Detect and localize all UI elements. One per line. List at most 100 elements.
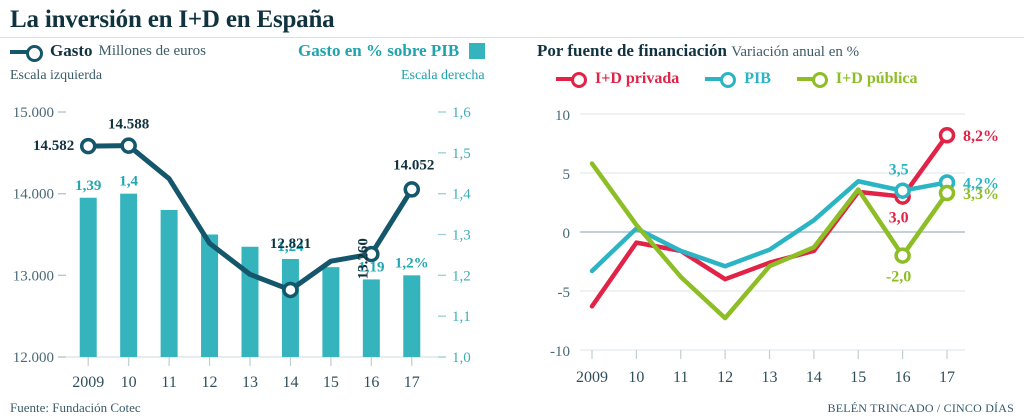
legend-fuentes: I+D privada PIB I+D pública bbox=[556, 70, 918, 88]
bar-value-label: 1,2% bbox=[395, 255, 429, 271]
legend-label-pib: PIB bbox=[744, 70, 771, 87]
legend-gasto-pib-label: Gasto en % sobre PIB bbox=[298, 41, 460, 60]
gasto-point bbox=[120, 137, 137, 154]
series-point bbox=[894, 182, 911, 199]
xtick-label: 11 bbox=[161, 374, 176, 391]
xtick-label: 14 bbox=[282, 374, 298, 391]
chart-gasto-pib-canvas: 12.000 13.000 14.000 15.000 1,0 1,1 1,2 1,3 1,4 1… bbox=[13, 105, 472, 391]
series-point bbox=[938, 184, 956, 202]
publica-2016-label: -2,0 bbox=[886, 269, 911, 286]
line-marker-icon-privada bbox=[556, 71, 588, 88]
bar bbox=[79, 197, 97, 357]
ytick-label-left: 15.000 bbox=[13, 105, 54, 121]
gasto-value-label: 12.821 bbox=[270, 236, 311, 252]
gasto-point bbox=[282, 281, 299, 299]
series-end-label: 4,2% bbox=[963, 175, 999, 192]
legend-label-privada: I+D privada bbox=[595, 70, 680, 87]
xtick-label: 13 bbox=[242, 374, 258, 391]
ytick-label: 5 bbox=[563, 167, 571, 183]
legend-label-publica: I+D pública bbox=[835, 70, 918, 87]
xtick-label: 14 bbox=[806, 369, 822, 386]
ytick-label-right: 1,2 bbox=[452, 268, 471, 284]
ytick-label: 0 bbox=[563, 226, 571, 242]
xtick-label: 15 bbox=[323, 374, 339, 391]
chart-por-fuente-canvas: -10 -5 0 5 10 2009 10 11 12 13 14 15 16 17 3,5 3,0 -2,0 8… bbox=[550, 108, 999, 386]
ytick-label-right: 1,3 bbox=[452, 228, 471, 244]
xtick-label: 2009 bbox=[576, 369, 608, 386]
gasto-value-label: 14.588 bbox=[108, 117, 149, 133]
series-line bbox=[589, 161, 950, 321]
bar bbox=[403, 275, 421, 357]
xtick-label: 12 bbox=[717, 369, 733, 386]
legend-item-pib: PIB bbox=[705, 70, 771, 88]
footer-credit: BELÉN TRINCADO / CINCO DÍAS bbox=[827, 401, 1014, 415]
line-marker-icon bbox=[10, 43, 44, 62]
ytick-label: -10 bbox=[550, 344, 570, 360]
ytick-label-left: 12.000 bbox=[13, 350, 54, 366]
gasto-point bbox=[79, 137, 97, 155]
xtick-label: 12 bbox=[202, 374, 218, 391]
series-point bbox=[894, 247, 911, 264]
series-end-label: 8,2% bbox=[963, 128, 999, 145]
bar bbox=[201, 234, 219, 357]
legend-item-privada: I+D privada bbox=[556, 70, 679, 88]
page-title: La inversión en I+D en España bbox=[10, 6, 335, 33]
gasto-line bbox=[85, 143, 415, 293]
bar bbox=[241, 246, 259, 357]
xtick-label: 17 bbox=[404, 374, 420, 391]
xtick-label: 17 bbox=[939, 369, 955, 386]
privada-2016-label: 3,0 bbox=[889, 210, 909, 227]
chart-gasto-pib: 12.000 13.000 14.000 15.000 1,0 1,1 1,2 1,3 1,4 1… bbox=[0, 92, 512, 392]
right-chart-subtitle: Variación anual en % bbox=[731, 44, 860, 60]
ytick-label-right: 1,5 bbox=[452, 146, 471, 162]
xtick-label: 10 bbox=[628, 369, 644, 386]
ytick-label-left: 14.000 bbox=[13, 187, 54, 203]
legend-item-publica: I+D pública bbox=[796, 70, 918, 88]
ytick-label-right: 1,4 bbox=[452, 187, 471, 203]
series-end-label: 3,3% bbox=[963, 186, 999, 203]
legend-gasto-pib: Gasto en % sobre PIB bbox=[298, 41, 486, 61]
gasto-point bbox=[403, 181, 421, 198]
ytick-label-right: 1,1 bbox=[452, 309, 471, 325]
bar-swatch-icon bbox=[469, 43, 486, 59]
bar bbox=[281, 259, 299, 357]
ytick-label-left: 13.000 bbox=[13, 268, 54, 284]
xtick-label: 13 bbox=[762, 369, 778, 386]
right-chart-title: Por fuente de financiación Variación anu… bbox=[537, 41, 859, 61]
ytick-label: 10 bbox=[555, 108, 570, 124]
legend-gasto: Gasto Millones de euros bbox=[10, 41, 206, 62]
xtick-label: 15 bbox=[850, 369, 866, 386]
header-divider bbox=[0, 37, 1024, 38]
xtick-label: 2009 bbox=[72, 374, 104, 391]
bar-value-label: 1,4 bbox=[119, 174, 138, 190]
line-marker-icon-pib bbox=[705, 71, 737, 88]
legend-gasto-label: Gasto bbox=[50, 41, 93, 60]
bar-value-label: 1,39 bbox=[75, 178, 101, 194]
bar-value-label: 1,24 bbox=[277, 239, 304, 255]
legend-gasto-unit: Millones de euros bbox=[98, 42, 206, 59]
gasto-value-label: 14.582 bbox=[33, 138, 74, 154]
series-point bbox=[938, 126, 956, 144]
right-chart-title-main: Por fuente de financiación bbox=[537, 41, 727, 60]
bar-value-label: 1,19 bbox=[358, 259, 384, 275]
bar bbox=[160, 210, 178, 357]
footer: Fuente: Fundación Cotec BELÉN TRINCADO /… bbox=[0, 398, 1024, 419]
xtick-label: 10 bbox=[121, 374, 137, 391]
gasto-point bbox=[363, 245, 380, 263]
scale-left-label: Escala izquierda bbox=[10, 68, 103, 83]
footer-source: Fuente: Fundación Cotec bbox=[10, 400, 141, 415]
ytick-label: -5 bbox=[558, 285, 571, 301]
pib-2016-label: 3,5 bbox=[889, 162, 909, 179]
gasto-value-label: 14.052 bbox=[393, 157, 434, 173]
gasto-value-label-rotated: 13.260 bbox=[355, 238, 371, 279]
bar bbox=[120, 193, 138, 357]
scale-right-label: Escala derecha bbox=[401, 68, 485, 83]
ytick-label-right: 1,0 bbox=[452, 350, 471, 366]
bar bbox=[322, 267, 340, 357]
series-line bbox=[589, 179, 950, 274]
chart-por-fuente: -10 -5 0 5 10 2009 10 11 12 13 14 15 16 17 3,5 3,0 -2,0 8… bbox=[512, 92, 1024, 392]
bar bbox=[362, 279, 380, 357]
xtick-label: 11 bbox=[673, 369, 688, 386]
ytick-label-right: 1,6 bbox=[452, 105, 471, 121]
